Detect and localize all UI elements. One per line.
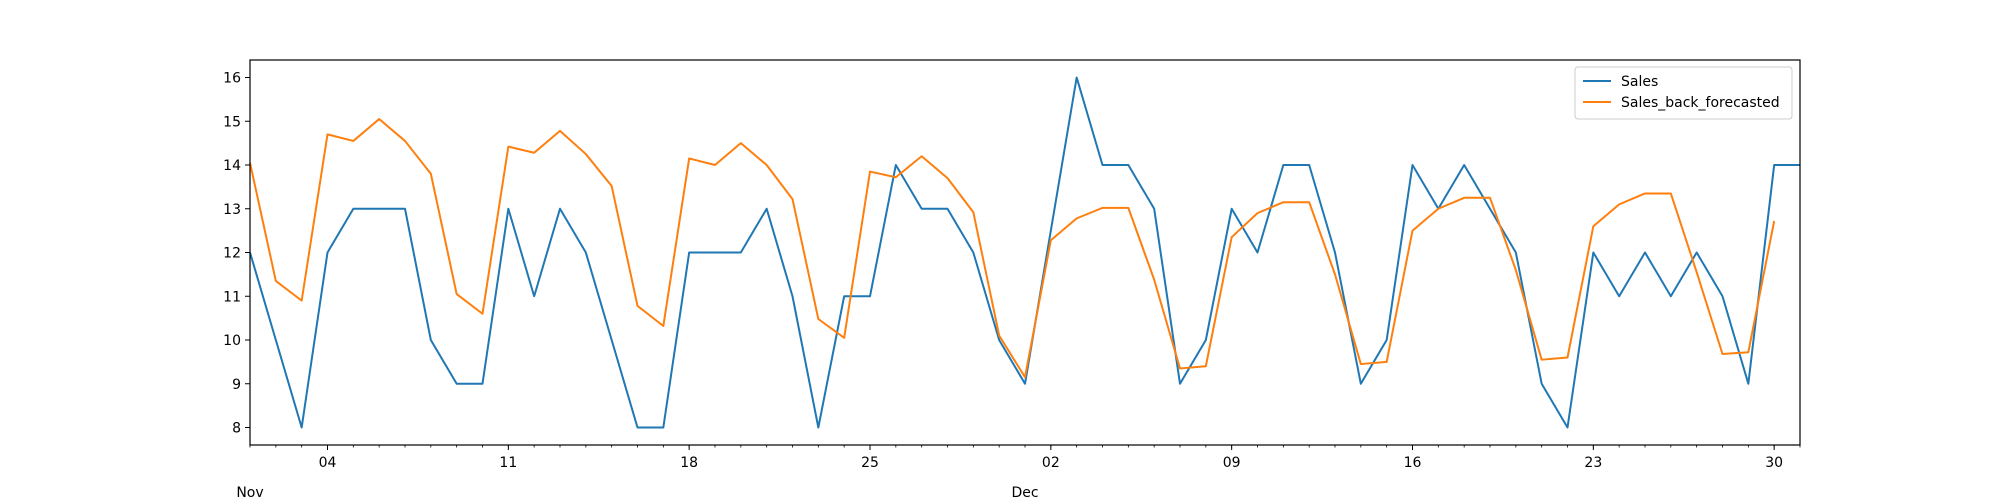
plot-frame bbox=[249, 59, 1801, 446]
x-month-label: Nov bbox=[236, 485, 263, 500]
series-line-sales bbox=[249, 76, 1800, 429]
x-tick-label: 02 bbox=[1042, 455, 1060, 471]
legend-label-sales-back-forecasted: Sales_back_forecasted bbox=[1621, 95, 1780, 111]
y-tick-label: 9 bbox=[232, 377, 241, 393]
y-tick-label: 10 bbox=[223, 333, 241, 349]
x-tick-label: 04 bbox=[319, 455, 337, 471]
x-tick-label: 25 bbox=[861, 455, 879, 471]
legend-box bbox=[1574, 66, 1793, 120]
legend-label-sales: Sales bbox=[1621, 74, 1658, 90]
y-tick-label: 8 bbox=[232, 421, 241, 437]
y-tick-label: 16 bbox=[223, 71, 241, 87]
y-tick-label: 11 bbox=[223, 289, 241, 305]
x-tick-label: 18 bbox=[680, 455, 698, 471]
legend: Sales Sales_back_forecasted bbox=[1574, 66, 1793, 120]
series-line-sales-back-forecasted bbox=[249, 118, 1776, 379]
y-tick-label: 13 bbox=[223, 202, 241, 218]
x-tick-label: 23 bbox=[1584, 455, 1602, 471]
y-tick-label: 14 bbox=[223, 158, 241, 174]
x-tick-label: 11 bbox=[499, 455, 517, 471]
series-layer bbox=[249, 76, 1800, 429]
x-axis: 04 11 18 25 02 09 16 23 30 Nov Dec bbox=[236, 445, 1801, 501]
y-tick-label: 15 bbox=[223, 114, 241, 130]
x-tick-label: 30 bbox=[1765, 455, 1783, 471]
x-tick-label: 16 bbox=[1404, 455, 1422, 471]
x-tick-label: 09 bbox=[1223, 455, 1241, 471]
y-tick-label: 12 bbox=[223, 246, 241, 262]
y-axis: 8 9 10 11 12 13 14 15 16 bbox=[223, 71, 250, 437]
x-month-label: Dec bbox=[1011, 485, 1038, 500]
